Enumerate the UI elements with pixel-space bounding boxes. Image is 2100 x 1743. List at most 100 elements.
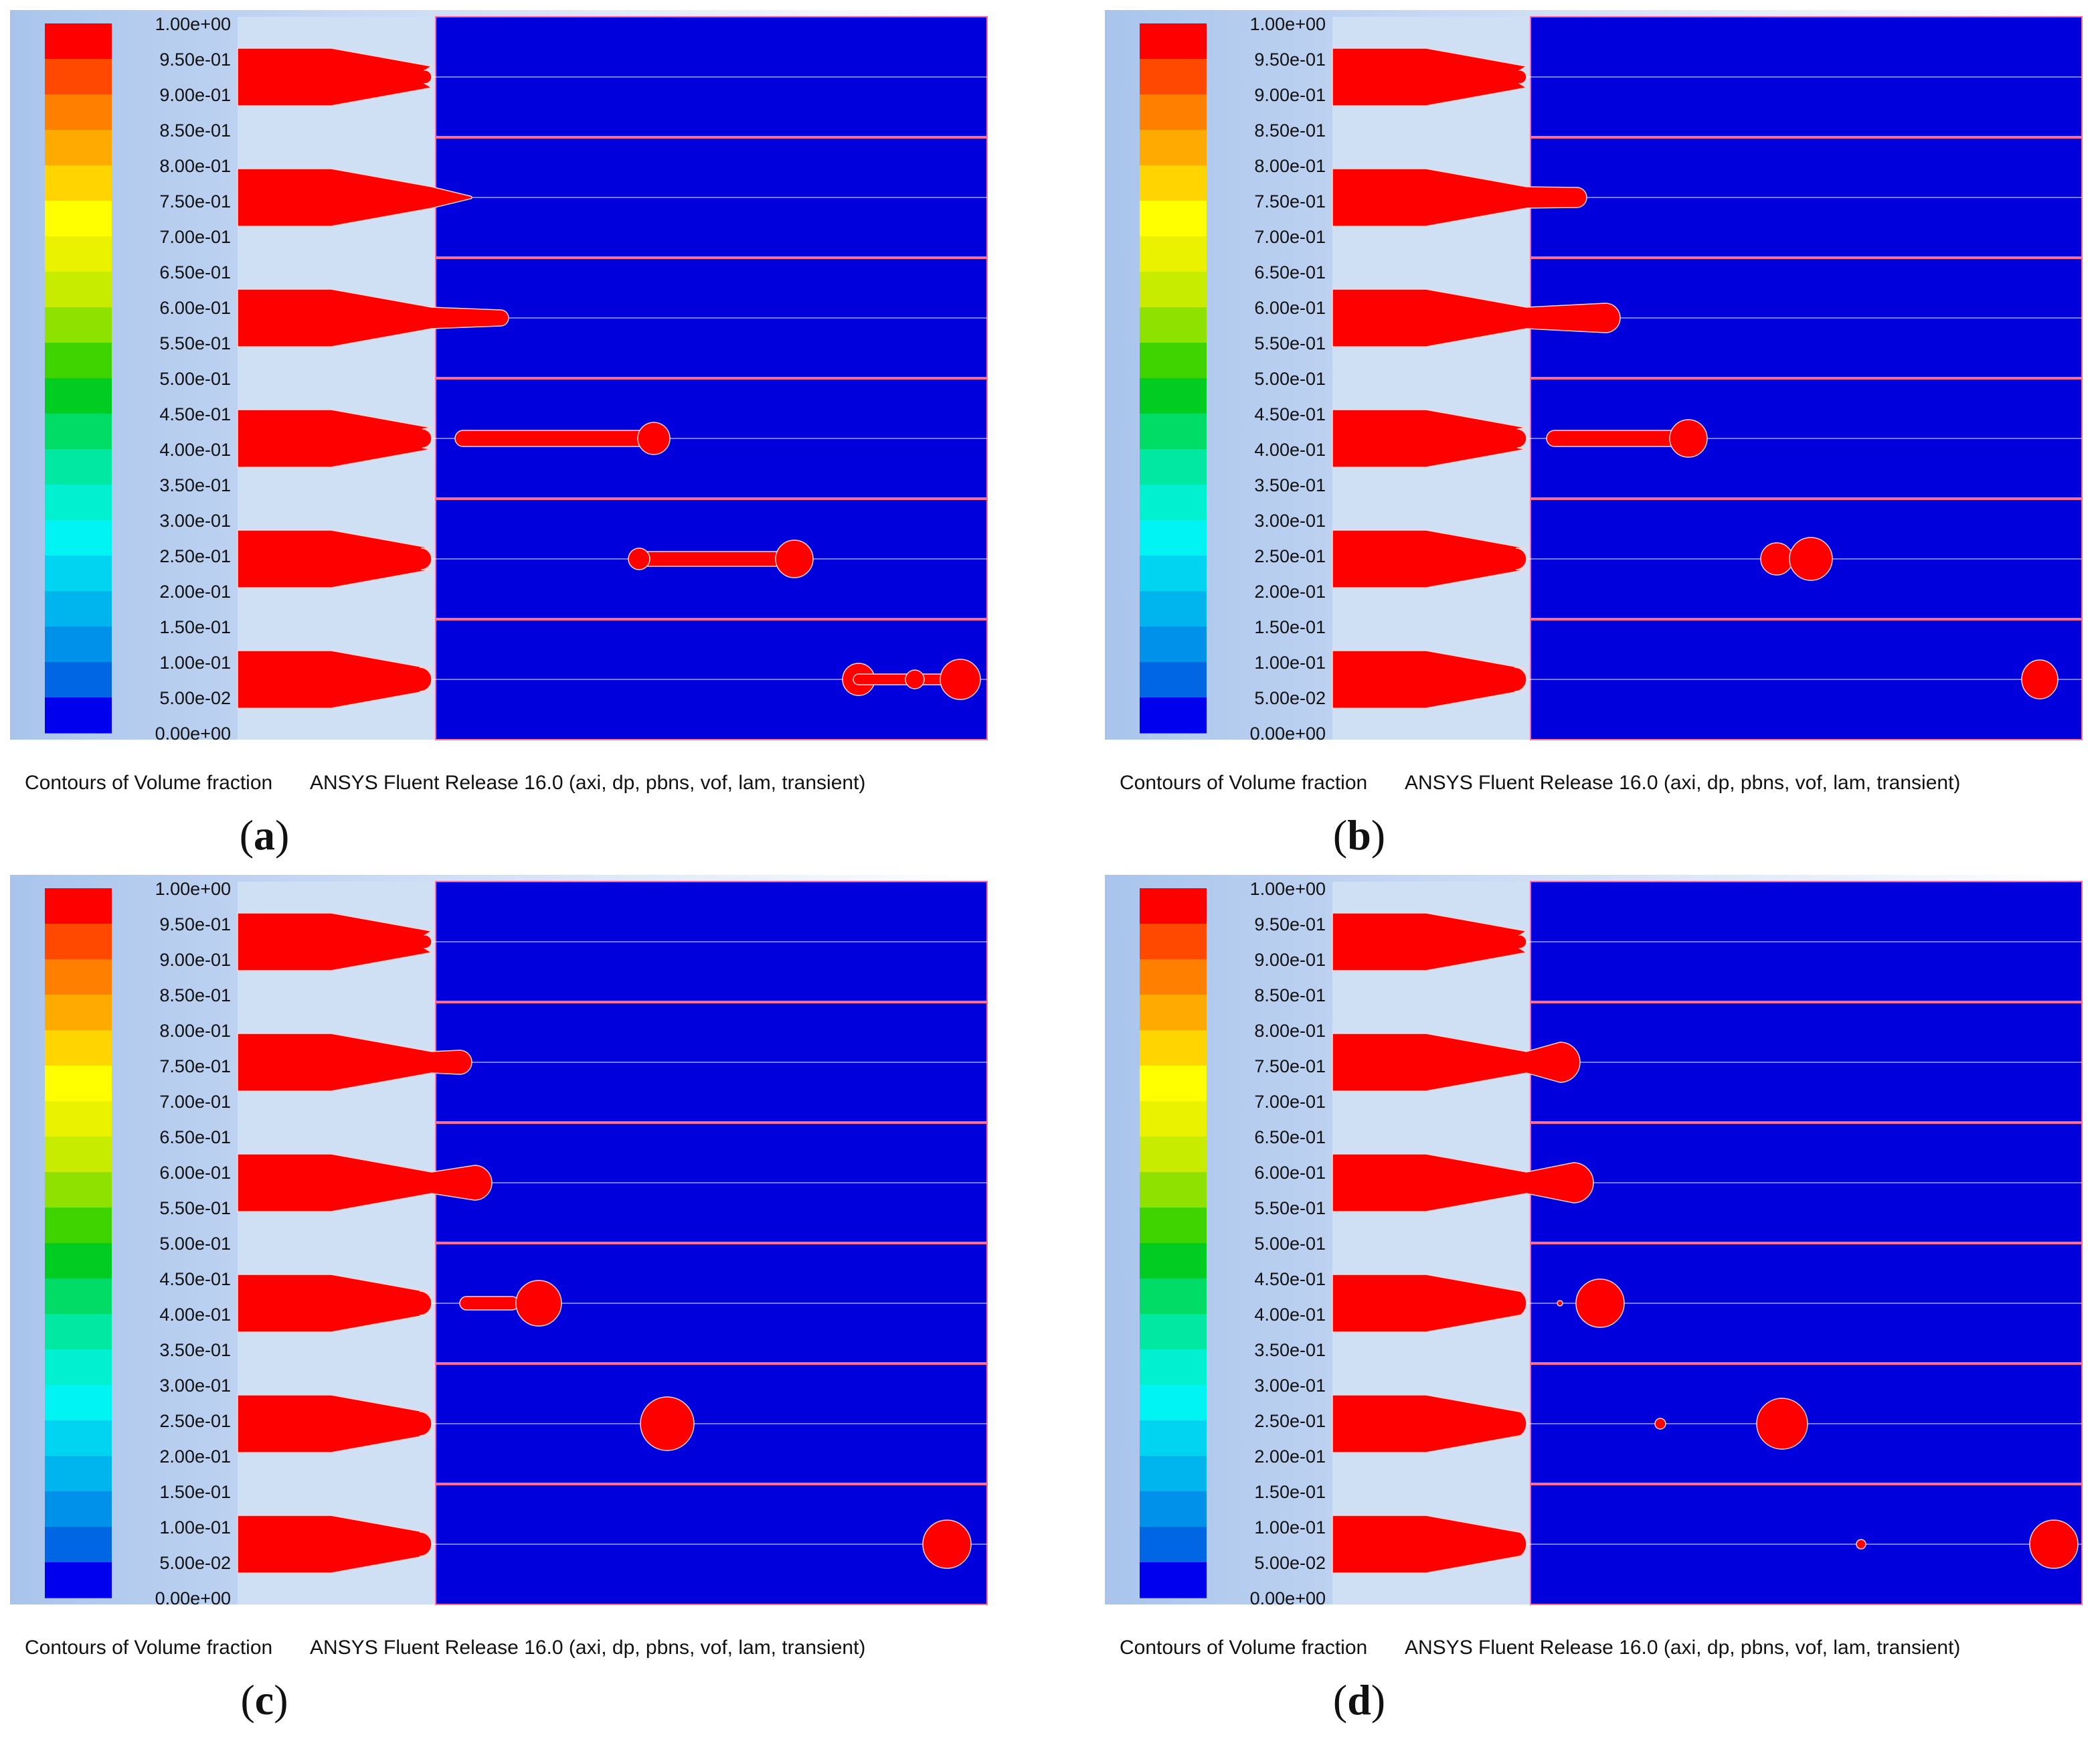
time-step-row bbox=[237, 1483, 987, 1574]
liquid-jet bbox=[237, 1394, 432, 1453]
colorbar-tick-label: 4.50e-01 bbox=[1254, 1269, 1326, 1289]
colorbar-tick-label: 7.50e-01 bbox=[159, 191, 231, 212]
caption-release: ANSYS Fluent Release 16.0 (axi, dp, pbns… bbox=[1405, 1637, 1961, 1659]
colorbar-swatch bbox=[45, 1456, 112, 1492]
colorbar-swatch bbox=[1140, 1562, 1207, 1598]
panel-a: 1.00e+00 9.50e-01 9.00e-01 8.50e-01 8.00e-01… bbox=[10, 10, 1014, 859]
nozzle-region bbox=[1332, 17, 1530, 740]
colorbar-tick-label: 1.00e-01 bbox=[1254, 1517, 1326, 1538]
colorbar-swatch bbox=[45, 343, 112, 379]
liquid-jet bbox=[1332, 1274, 1527, 1333]
row-separator bbox=[1530, 1362, 2082, 1365]
row-separator bbox=[436, 1362, 987, 1365]
colorbar-tick-label: 5.00e-02 bbox=[1254, 688, 1326, 708]
colorbar-swatch bbox=[45, 959, 112, 995]
row-separator bbox=[1530, 497, 2082, 500]
colorbar-tick-label: 4.00e-01 bbox=[1254, 440, 1326, 460]
simulation-domain bbox=[1332, 16, 2083, 740]
colorbar-tick-label: 1.00e+00 bbox=[155, 879, 231, 899]
colorbar-swatch bbox=[45, 1278, 112, 1315]
colorbar-swatch bbox=[1140, 1208, 1207, 1244]
panel-b: 1.00e+00 9.50e-01 9.00e-01 8.50e-01 8.00e-01… bbox=[1105, 10, 2100, 859]
colorbar-swatch bbox=[1140, 307, 1207, 343]
colorbar-swatch bbox=[45, 888, 112, 924]
colorbar-tick-label: 4.50e-01 bbox=[159, 1269, 231, 1289]
panel-label: (c) bbox=[240, 1676, 288, 1724]
colorbar-tick-label: 7.00e-01 bbox=[159, 227, 231, 247]
colorbar-tick-label: 1.00e-01 bbox=[159, 653, 231, 673]
colorbar-swatch bbox=[45, 1562, 112, 1598]
time-step-row bbox=[1332, 1362, 2082, 1453]
colorbar-tick-label: 1.00e+00 bbox=[155, 14, 231, 34]
row-separator bbox=[1530, 1121, 2082, 1124]
time-step-row bbox=[1332, 1121, 2082, 1212]
time-step-row bbox=[1332, 48, 2082, 106]
colorbar-tick-label: 5.50e-01 bbox=[1254, 333, 1326, 353]
colorbar-tick-label: 5.00e-02 bbox=[1254, 1553, 1326, 1573]
colorbar-tick-label: 5.50e-01 bbox=[1254, 1198, 1326, 1218]
colorbar-tick-label: 6.00e-01 bbox=[1254, 298, 1326, 318]
colorbar-swatch bbox=[45, 1385, 112, 1421]
colorbar-swatch bbox=[1140, 1243, 1207, 1279]
colorbar-swatch bbox=[45, 1172, 112, 1208]
colorbar-swatch bbox=[1140, 130, 1207, 166]
row-separator bbox=[436, 1483, 987, 1485]
panel-letter: d bbox=[1347, 1676, 1371, 1724]
colorbar-swatch bbox=[45, 662, 112, 698]
colorbar-tick-label: 5.00e-02 bbox=[159, 1553, 231, 1573]
colorbar-swatch bbox=[1140, 662, 1207, 698]
colorbar-swatch bbox=[1140, 485, 1207, 521]
time-step-row bbox=[1332, 256, 2082, 347]
colorbar-swatch bbox=[45, 307, 112, 343]
colorbar bbox=[1140, 888, 1207, 1598]
colorbar-tick-label: 8.00e-01 bbox=[1254, 1021, 1326, 1041]
simulation-domain bbox=[237, 16, 988, 740]
colorbar bbox=[45, 888, 112, 1598]
liquid-jet bbox=[1332, 168, 1587, 227]
colorbar-swatch bbox=[1140, 1491, 1207, 1527]
colorbar-swatch bbox=[45, 449, 112, 485]
colorbar-swatch bbox=[45, 1491, 112, 1527]
colorbar-swatch bbox=[45, 924, 112, 960]
colorbar-tick-label: 2.50e-01 bbox=[159, 546, 231, 566]
caption-title: Contours of Volume fraction bbox=[1120, 772, 1368, 794]
colorbar-swatch bbox=[1140, 627, 1207, 663]
colorbar-swatch bbox=[45, 1314, 112, 1350]
colorbar-tick-label: 3.50e-01 bbox=[159, 475, 231, 495]
colorbar-tick-label: 1.50e-01 bbox=[159, 617, 231, 637]
colorbar-tick-label: 1.00e-01 bbox=[159, 1517, 231, 1538]
colorbar-tick-label: 6.00e-01 bbox=[159, 298, 231, 318]
colorbar-swatch bbox=[1140, 1456, 1207, 1492]
row-separator bbox=[436, 136, 987, 139]
time-step-row bbox=[237, 256, 987, 347]
colorbar-tick-label: 7.50e-01 bbox=[1254, 1056, 1326, 1076]
colorbar-tick-label: 2.50e-01 bbox=[1254, 546, 1326, 566]
colorbar-swatch bbox=[1140, 201, 1207, 237]
colorbar bbox=[1140, 23, 1207, 734]
ligament bbox=[1546, 430, 1681, 447]
colorbar-swatch bbox=[1140, 924, 1207, 960]
colorbar-tick-label: 8.50e-01 bbox=[1254, 985, 1326, 1005]
colorbar-swatch bbox=[1140, 236, 1207, 272]
time-step-row bbox=[237, 912, 987, 971]
droplet bbox=[1856, 1539, 1866, 1550]
colorbar-tick-label: 3.50e-01 bbox=[1254, 1340, 1326, 1360]
colorbar-swatch bbox=[45, 485, 112, 521]
nozzle-region bbox=[238, 882, 436, 1604]
simulation-domain bbox=[1332, 881, 2083, 1605]
colorbar-swatch bbox=[45, 591, 112, 627]
time-step-row bbox=[237, 48, 987, 106]
contour-plot: 1.00e+00 9.50e-01 9.00e-01 8.50e-01 8.00e-01… bbox=[1105, 10, 2083, 744]
contour-plot: 1.00e+00 9.50e-01 9.00e-01 8.50e-01 8.00e-01… bbox=[1105, 875, 2083, 1608]
colorbar-tick-label: 5.50e-01 bbox=[159, 1198, 231, 1218]
colorbar-swatch bbox=[45, 414, 112, 450]
time-step-row bbox=[237, 1362, 987, 1453]
colorbar-tick-label: 9.50e-01 bbox=[159, 914, 231, 934]
colorbar-tick-label: 9.00e-01 bbox=[159, 950, 231, 970]
colorbar-tick-label: 3.50e-01 bbox=[1254, 475, 1326, 495]
colorbar-tick-label: 4.50e-01 bbox=[1254, 404, 1326, 424]
nozzle-region bbox=[238, 17, 436, 740]
colorbar-tick-label: 0.00e+00 bbox=[155, 724, 231, 744]
liquid-jet bbox=[1332, 529, 1527, 588]
row-separator bbox=[1530, 377, 2082, 380]
